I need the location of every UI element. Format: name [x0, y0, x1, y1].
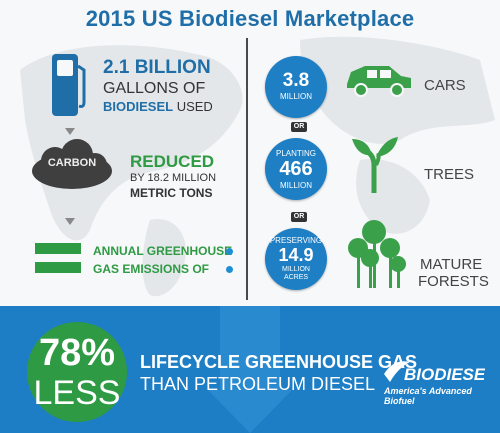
biodiesel-logo: BIODIESEL [384, 361, 485, 384]
biodiesel-logo-text: BIODIESEL [404, 365, 485, 384]
or-badge: OR [291, 122, 307, 132]
reduced-heading: REDUCED [130, 152, 215, 171]
car-icon [347, 66, 411, 97]
trees-circle: PLANTING 466 MILLION [265, 138, 327, 200]
metric-tons-label: METRIC TONS [130, 186, 213, 200]
planting-label: PLANTING [275, 149, 316, 158]
center-divider [246, 38, 248, 300]
percent-value: 78% [38, 332, 116, 374]
trees-value: 466 [279, 158, 313, 180]
lifecycle-subheading: THAN PETROLEUM DIESEL [140, 374, 376, 394]
percent-circle: 78% LESS [27, 322, 127, 422]
down-arrow-icon [65, 128, 75, 135]
trees-unit: MILLION [279, 181, 312, 190]
trees-label: TREES [424, 166, 475, 183]
equals-sign-top [35, 243, 81, 254]
bullet-dot [226, 248, 233, 255]
bullet-dot [226, 266, 233, 273]
acres-unit: MILLION [281, 266, 310, 273]
gas-emissions-label: GAS EMISSIONS OF [93, 262, 210, 276]
cars-circle: 3.8 MILLION [265, 56, 327, 118]
logo-tagline: America's Advanced Biofuel [384, 386, 472, 406]
cars-unit: MILLION [279, 92, 312, 101]
down-arrow-background-icon [208, 306, 292, 433]
reduced-amount: BY 18.2 MILLION [130, 172, 217, 184]
sapling-icon [352, 137, 398, 193]
or-badge: OR [291, 212, 307, 222]
biodiesel-used-label: BIODIESEL USED [103, 99, 213, 114]
forests-label: FORESTS [418, 273, 489, 290]
annual-greenhouse-label: ANNUAL GREENHOUSE [93, 244, 233, 258]
acres-circle: PRESERVING 14.9 MILLION ACRES [265, 228, 327, 290]
down-arrow-icon [65, 218, 75, 225]
preserving-label: PRESERVING [269, 236, 323, 245]
carbon-label: CARBON [47, 157, 97, 169]
cars-value: 3.8 [282, 70, 310, 91]
less-label: LESS [33, 374, 121, 412]
equals-sign-bottom [35, 262, 81, 273]
gallons-amount: 2.1 BILLION [103, 57, 211, 78]
mature-label: MATURE [420, 256, 483, 273]
lifecycle-banner: 78% LESS [0, 306, 500, 433]
carbon-cloud-icon [32, 139, 112, 189]
acres-value: 14.9 [278, 245, 314, 265]
gallons-label: GALLONS OF [103, 80, 206, 97]
acres-unit2: ACRES [283, 274, 309, 281]
lifecycle-heading: LIFECYCLE GREENHOUSE GAS [140, 352, 418, 372]
cars-label: CARS [424, 77, 466, 94]
forest-icon [348, 220, 406, 288]
fuel-pump-icon [52, 54, 86, 116]
page-title: 2015 US Biodiesel Marketplace [85, 6, 415, 31]
